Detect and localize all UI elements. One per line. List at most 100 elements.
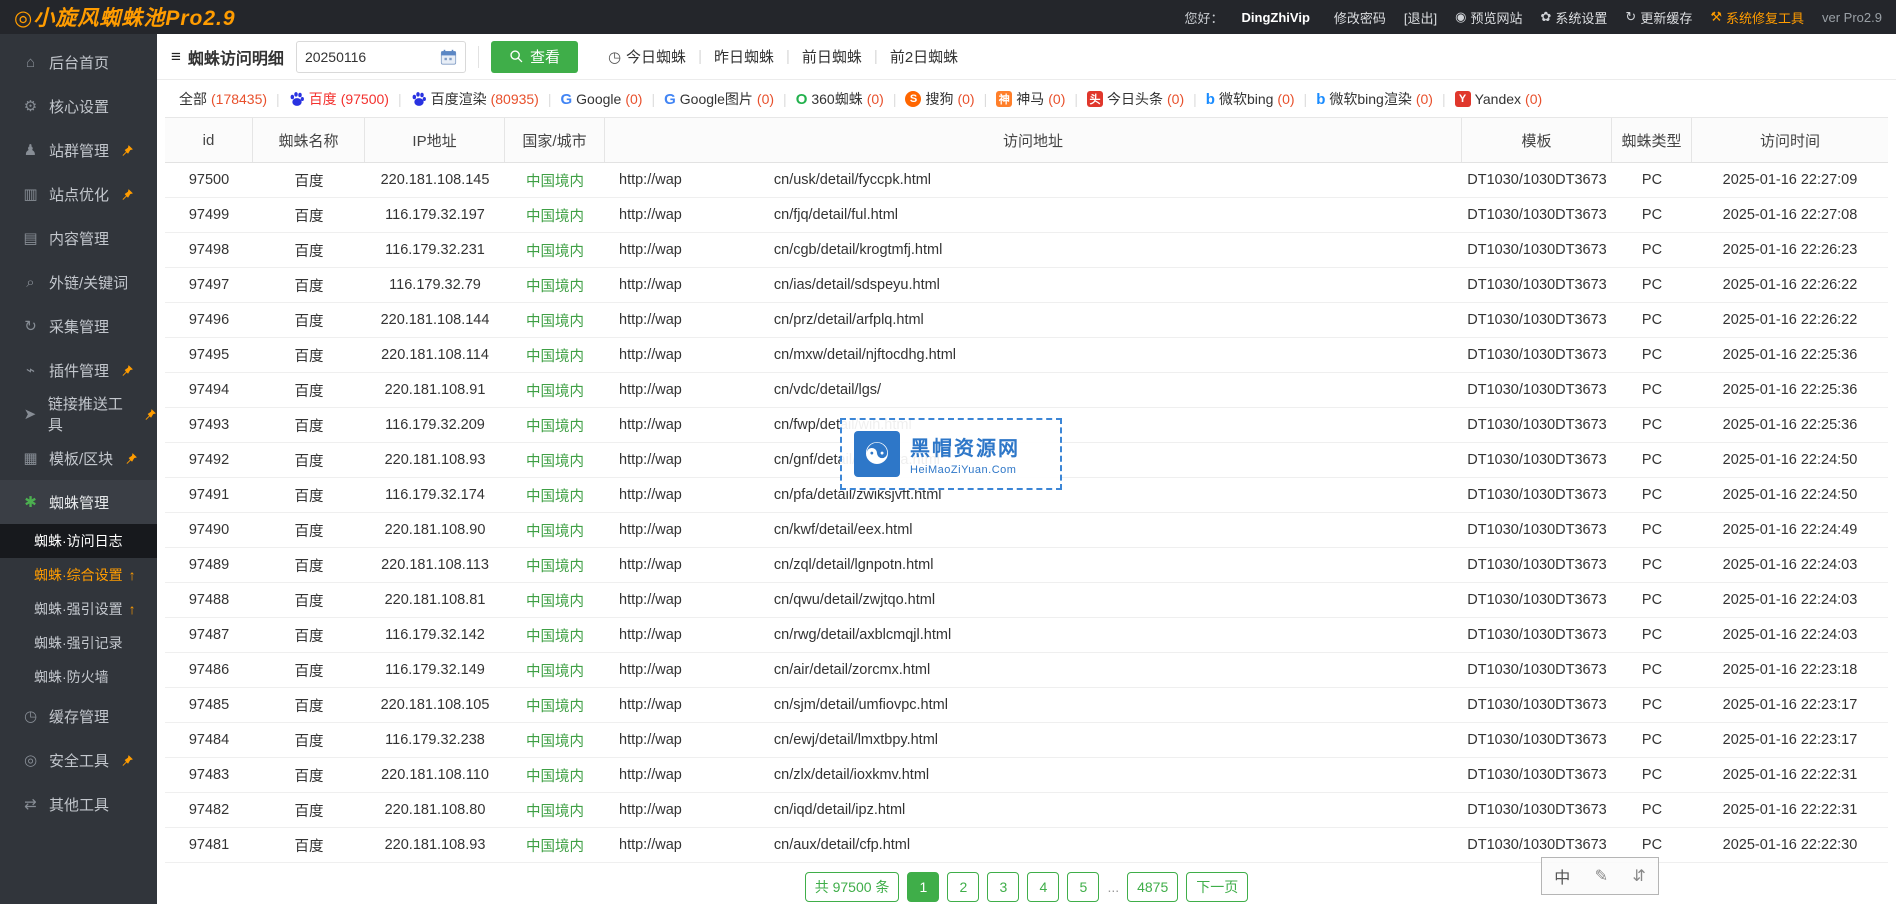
ime-pen-icon[interactable]: ✎ — [1594, 868, 1608, 885]
topbar-update-cache[interactable]: ↻ 更新缓存 — [1625, 8, 1692, 27]
page-title-label: 蜘蛛访问明细 — [187, 50, 284, 68]
url-prefix: http://wap — [619, 347, 682, 363]
sidebar-item-5[interactable]: ⌕ 外链/关键词 — [0, 260, 157, 304]
pushpin-icon-wrap — [121, 188, 134, 201]
filter-今日头条[interactable]: 头今日头条 (0) — [1087, 89, 1184, 109]
sidebar-item-2[interactable]: ♟ 站群管理 — [0, 128, 157, 172]
date-input[interactable] — [304, 48, 440, 65]
next-page-button[interactable]: 下一页 — [1186, 872, 1249, 902]
sidebar-item-4[interactable]: ▤ 内容管理 — [0, 216, 157, 260]
sidebar-subitem-3[interactable]: 蜘蛛·强引记录 — [0, 626, 157, 660]
desktop-icon: ⌂ — [25, 53, 36, 71]
cell-time: 2025-01-16 22:24:50 — [1722, 452, 1858, 468]
filter-微软bing[interactable]: b 微软bing (0) — [1206, 89, 1295, 109]
filter-Yandex[interactable]: Y Yandex (0) — [1454, 91, 1542, 107]
ime-language-indicator[interactable]: 中 — [1554, 870, 1571, 887]
cell-ip: 116.179.32.142 — [385, 627, 485, 643]
sidebar-item-11[interactable]: ◷ 缓存管理 — [0, 694, 157, 738]
cell-region: 中国境内 — [526, 313, 584, 330]
filter-百度渲染[interactable]: 百度渲染 (80935) — [411, 89, 539, 109]
cell-template: DT1030/1030DT3673 — [1467, 277, 1607, 293]
cell-spider-name: 百度 — [294, 453, 324, 470]
logout-link[interactable]: [退出] — [1403, 10, 1438, 26]
cell-spider-name: 百度 — [294, 698, 324, 715]
sidebar-item-13[interactable]: ⇄ 其他工具 — [0, 782, 157, 826]
ime-swap-icon[interactable]: ⇵ — [1632, 868, 1646, 885]
cell-ip: 116.179.32.174 — [385, 487, 485, 503]
filter-Google[interactable]: G Google (0) — [561, 91, 643, 108]
tab-day-0[interactable]: ◷ 今日蜘蛛 — [596, 46, 698, 67]
sidebar-subitem-0[interactable]: 蜘蛛·访问日志 — [0, 524, 157, 558]
filter-微软bing渲染[interactable]: b 微软bing渲染 (0) — [1316, 89, 1433, 109]
toolbar-divider — [477, 45, 479, 68]
filter-Google图片[interactable]: G Google图片 (0) — [664, 89, 774, 109]
table-row: 97490 百度 220.181.108.90 中国境内 http://wap cn/kw… — [165, 513, 1888, 548]
top-header-bar: ◎小旋风蜘蛛池Pro2.9 您好： DingZhiVip 修改密码 [退出] ◉… — [0, 0, 1896, 34]
user-icon: ♟ — [23, 142, 38, 159]
filter-count: (0) — [957, 91, 975, 107]
filter-360蜘蛛[interactable]: O 360蜘蛛 (0) — [796, 89, 884, 109]
table-row: 97487 百度 116.179.32.142 中国境内 http://wap cn/rw… — [165, 618, 1888, 653]
sidebar-item-1[interactable]: ⚙ 核心设置 — [0, 84, 157, 128]
sidebar-subitem-2[interactable]: 蜘蛛·强引设置 ↑ — [0, 592, 157, 626]
url-path: cn/usk/detail/fyccpk.html — [773, 172, 932, 188]
url-path: cn/cgb/detail/krogtmfj.html — [773, 242, 943, 258]
cell-spider-type: PC — [1641, 277, 1663, 293]
change-password-link[interactable]: 修改密码 — [1333, 10, 1386, 26]
page-button-2[interactable]: 2 — [947, 872, 980, 902]
cell-spider-type: PC — [1641, 487, 1663, 503]
sidebar-item-9[interactable]: ▦ 模板/区块 — [0, 436, 157, 480]
cell-spider-name: 百度 — [294, 278, 324, 295]
cell-template: DT1030/1030DT3673 — [1467, 172, 1607, 188]
sidebar-item-6[interactable]: ↻ 采集管理 — [0, 304, 157, 348]
cell-time: 2025-01-16 22:24:03 — [1722, 627, 1858, 643]
view-button[interactable]: 查看 — [490, 40, 578, 73]
cell-time: 2025-01-16 22:27:09 — [1722, 172, 1858, 188]
sidebar-item-8[interactable]: ➤ 链接推送工具 — [0, 392, 157, 436]
page-button-4[interactable]: 4 — [1027, 872, 1060, 902]
pagination-ellipsis: ... — [1107, 879, 1120, 895]
cell-template: DT1030/1030DT3673 — [1467, 487, 1607, 503]
page-button-1[interactable]: 1 — [907, 872, 940, 902]
cell-region: 中国境内 — [526, 278, 584, 295]
cell-id: 97499 — [188, 207, 230, 223]
sidebar-item-3[interactable]: ▥ 站点优化 — [0, 172, 157, 216]
tab-day-1[interactable]: 昨日蜘蛛 — [702, 46, 786, 67]
sidebar-item-12[interactable]: ◎ 安全工具 — [0, 738, 157, 782]
url-path: cn/aux/detail/cfp.html — [773, 837, 911, 853]
topbar-system-settings[interactable]: ✿ 系统设置 — [1541, 8, 1608, 27]
sidebar-item-10[interactable]: ✱ 蜘蛛管理 — [0, 480, 157, 524]
sidebar-item-0[interactable]: ⌂ 后台首页 — [0, 40, 157, 84]
table-row: 97498 百度 116.179.32.231 中国境内 http://wap cn/cg… — [165, 233, 1888, 268]
cell-template: DT1030/1030DT3673 — [1467, 242, 1607, 258]
cell-region: 中国境内 — [526, 593, 584, 610]
sidebar-item-7[interactable]: ⌁ 插件管理 — [0, 348, 157, 392]
filter-搜狗[interactable]: S 搜狗 (0) — [905, 89, 975, 109]
filter-count: (0) — [756, 91, 775, 107]
filter-label: Google图片 — [679, 91, 753, 107]
filter-神马[interactable]: 神神马 (0) — [996, 89, 1065, 109]
tab-day-2[interactable]: 前日蜘蛛 — [790, 46, 874, 67]
topbar-repair-tool[interactable]: ⚒ 系统修复工具 — [1710, 8, 1804, 27]
page-button-5[interactable]: 5 — [1067, 872, 1100, 902]
page-button-3[interactable]: 3 — [987, 872, 1020, 902]
topbar-preview-site[interactable]: ◉ 预览网站 — [1455, 8, 1522, 27]
filter-百度[interactable]: 百度 (97500) — [289, 89, 389, 109]
cell-region: 中国境内 — [526, 208, 584, 225]
tab-day-3[interactable]: 前2日蜘蛛 — [878, 46, 970, 67]
page-button-last[interactable]: 4875 — [1127, 872, 1179, 902]
url-path: cn/zql/detail/lgnpotn.html — [773, 557, 934, 573]
url-prefix: http://wap — [619, 732, 682, 748]
cell-spider-name: 百度 — [294, 768, 324, 785]
sidebar-subitem-4[interactable]: 蜘蛛·防火墙 — [0, 660, 157, 694]
calendar-icon[interactable] — [440, 49, 457, 65]
filter-全部[interactable]: 全部 (178435) — [179, 89, 267, 109]
sidebar-item-label: 站点优化 — [49, 186, 110, 204]
filter-count: (0) — [1048, 91, 1066, 107]
sidebar-subitem-1[interactable]: 蜘蛛·综合设置 ↑ — [0, 558, 157, 592]
cell-ip: 220.181.108.110 — [381, 767, 489, 783]
ime-toolbar[interactable]: 中 ✎ ⇵ — [1541, 857, 1659, 895]
cell-time: 2025-01-16 22:24:49 — [1722, 522, 1858, 538]
main-content: ≡ 蜘蛛访问明细 — [157, 34, 1896, 904]
pushpin-icon-wrap — [121, 144, 134, 157]
